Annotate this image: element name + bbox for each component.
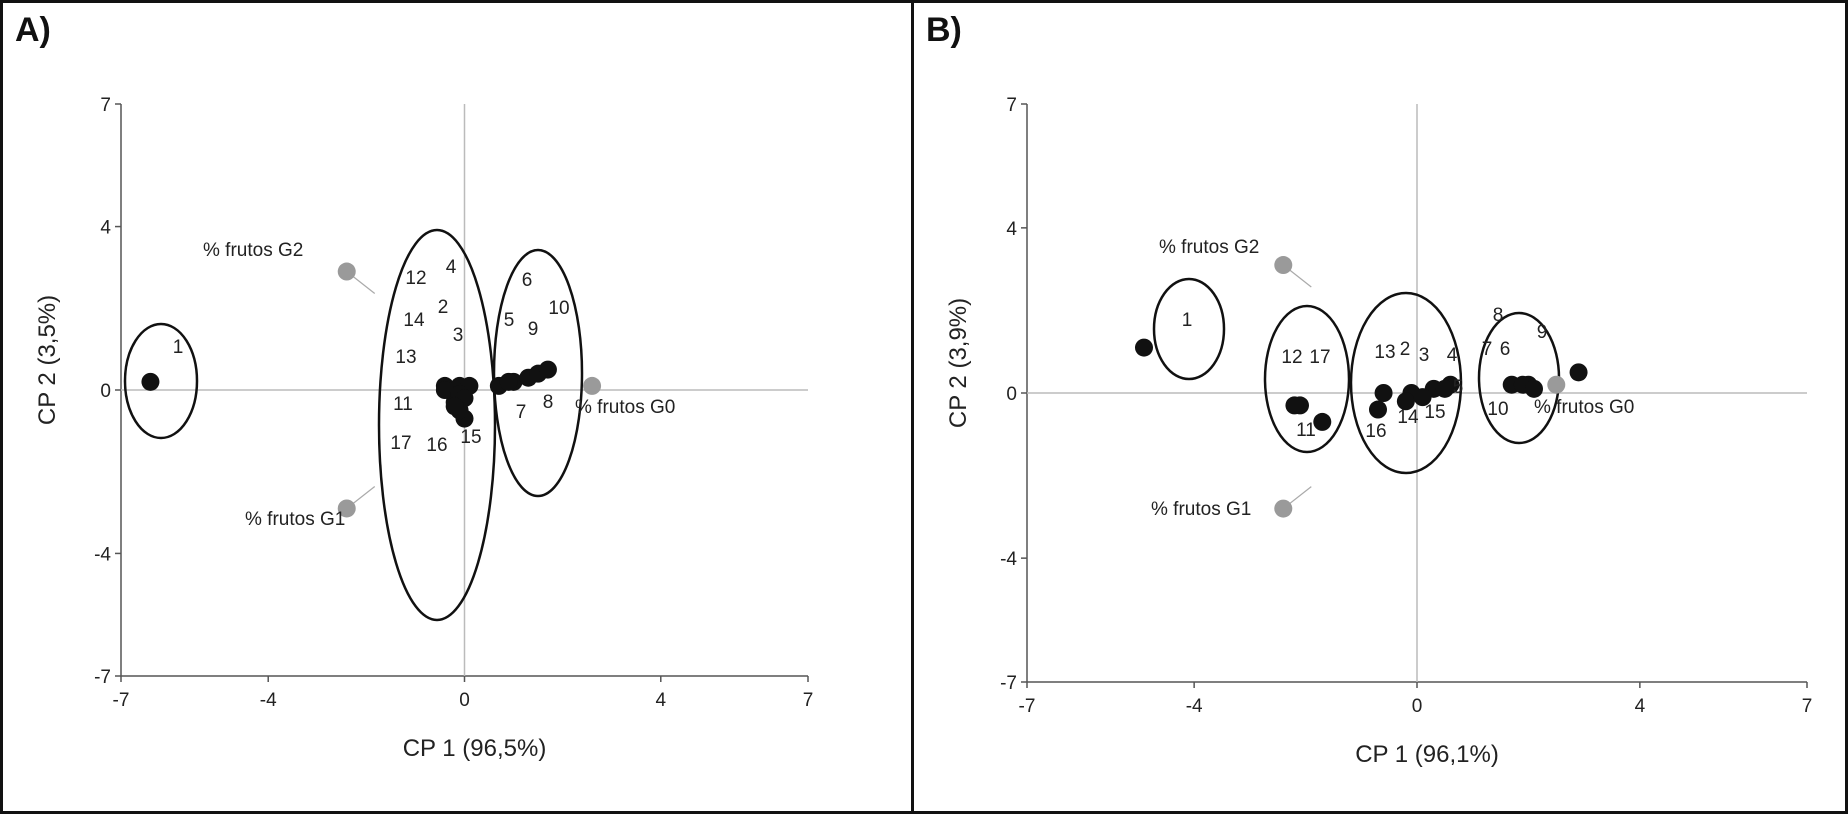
x-tick-label: 0 <box>1412 696 1423 717</box>
x-tick-label: 7 <box>1802 696 1813 717</box>
variable-point <box>337 499 356 518</box>
data-point <box>1413 388 1432 407</box>
data-point <box>1525 379 1543 398</box>
data-point <box>1396 392 1415 411</box>
cluster-ellipse <box>1349 291 1463 475</box>
variable-label: % frutos G2 <box>203 240 303 261</box>
variable-point <box>337 262 356 281</box>
y-tick-label: -7 <box>94 667 111 688</box>
x-tick-label: 4 <box>655 690 666 711</box>
point-label: 6 <box>522 270 533 291</box>
point-label: 16 <box>426 435 447 456</box>
point-label: 5 <box>1453 377 1464 398</box>
data-point <box>1285 396 1304 415</box>
point-label: 11 <box>1296 420 1316 441</box>
panel-b: B) -7 -4 0 4 7 7 4 0 -4 -7 CP 1 (96,1%) CP 2 (3,9%)… <box>911 0 1848 814</box>
variable-label: % frutos G2 <box>1159 237 1259 258</box>
point-label: 15 <box>1424 402 1445 423</box>
point-label: 10 <box>1487 399 1508 420</box>
data-point <box>1369 400 1387 419</box>
data-point <box>1135 338 1153 357</box>
point-label: 7 <box>516 402 527 423</box>
cluster-ellipse <box>377 228 497 622</box>
variable-point <box>1274 499 1293 518</box>
point-label: 17 <box>1309 347 1330 368</box>
x-axis-label: CP 1 (96,1%) <box>1355 741 1499 768</box>
y-tick-label: -7 <box>1000 673 1017 694</box>
data-point <box>141 372 160 391</box>
point-label: 13 <box>1374 342 1395 363</box>
data-point <box>499 372 518 391</box>
variable-label: % frutos G0 <box>1534 397 1634 418</box>
cluster-ellipse <box>1152 277 1226 381</box>
point-label: 16 <box>1365 421 1386 442</box>
y-tick-label: 7 <box>1006 95 1017 116</box>
x-tick-label: -7 <box>1019 696 1036 717</box>
point-label: 2 <box>438 297 449 318</box>
data-point <box>1569 363 1588 382</box>
point-label: 4 <box>446 257 457 278</box>
x-tick-label: -4 <box>260 690 277 711</box>
x-tick-label: -4 <box>1186 696 1203 717</box>
point-label: 8 <box>543 392 554 413</box>
point-label: 14 <box>1397 407 1419 428</box>
point-label: 8 <box>1493 305 1504 326</box>
pca-biplot-a: -7 -4 0 4 7 7 4 0 -4 -7 CP 1 (96,5%) CP 2 (3,5%) % f… <box>34 95 814 762</box>
panel-label: B) <box>926 11 962 49</box>
point-label: 3 <box>1419 345 1430 366</box>
point-label: 9 <box>528 319 539 340</box>
y-tick-label: 4 <box>1006 219 1017 240</box>
variable-label: % frutos G1 <box>245 509 345 530</box>
point-label: 5 <box>504 310 515 331</box>
point-label: 11 <box>393 394 413 415</box>
cluster-ellipse <box>492 248 584 498</box>
x-tick-label: 4 <box>1635 696 1646 717</box>
variable-label: % frutos G0 <box>575 397 675 418</box>
y-axis-label: CP 2 (3,9%) <box>945 298 972 428</box>
x-tick-label: 7 <box>803 690 814 711</box>
y-tick-label: -4 <box>1000 549 1017 570</box>
point-label: 6 <box>1500 339 1511 360</box>
point-label: 14 <box>403 310 425 331</box>
data-point <box>435 381 454 399</box>
variable-label: % frutos G1 <box>1151 499 1251 520</box>
x-tick-label: 0 <box>459 690 470 711</box>
point-label: 9 <box>1537 322 1548 343</box>
y-axis-label: CP 2 (3,5%) <box>34 295 61 425</box>
point-label: 12 <box>1281 347 1302 368</box>
y-tick-label: 0 <box>100 381 111 402</box>
point-label: 12 <box>405 268 426 289</box>
y-tick-label: -4 <box>94 544 111 565</box>
data-point <box>1435 379 1454 398</box>
data-point <box>538 360 557 379</box>
variable-point <box>1547 375 1566 394</box>
variable-point <box>1274 256 1293 275</box>
point-label: 17 <box>390 433 411 454</box>
point-label: 15 <box>460 427 481 448</box>
x-axis-label: CP 1 (96,5%) <box>403 735 547 762</box>
point-label: 4 <box>1447 345 1458 366</box>
x-tick-label: -7 <box>113 690 130 711</box>
point-label: 2 <box>1400 339 1411 360</box>
data-point <box>1313 412 1332 431</box>
panel-label: A) <box>15 11 51 49</box>
cluster-ellipse <box>1263 304 1351 454</box>
variable-point <box>583 376 602 395</box>
point-label: 1 <box>1182 310 1193 331</box>
point-label: 13 <box>395 347 416 368</box>
y-tick-label: 0 <box>1006 384 1017 405</box>
y-tick-label: 7 <box>100 95 111 116</box>
point-label: 3 <box>453 325 464 346</box>
pca-biplot-b: -7 -4 0 4 7 7 4 0 -4 -7 CP 1 (96,1%) CP 2 (3,9%) % f… <box>945 95 1813 768</box>
point-label: 7 <box>1482 339 1493 360</box>
data-point <box>1374 384 1393 402</box>
cluster-ellipse <box>123 322 199 440</box>
point-label: 1 <box>173 337 184 358</box>
point-label: 10 <box>548 298 569 319</box>
data-point <box>445 397 464 416</box>
panel-a: A) -7 -4 0 4 7 7 4 0 -4 -7 CP 1 (96,5%) CP 2 (3,5%)… <box>0 0 914 814</box>
y-tick-label: 4 <box>100 218 111 239</box>
